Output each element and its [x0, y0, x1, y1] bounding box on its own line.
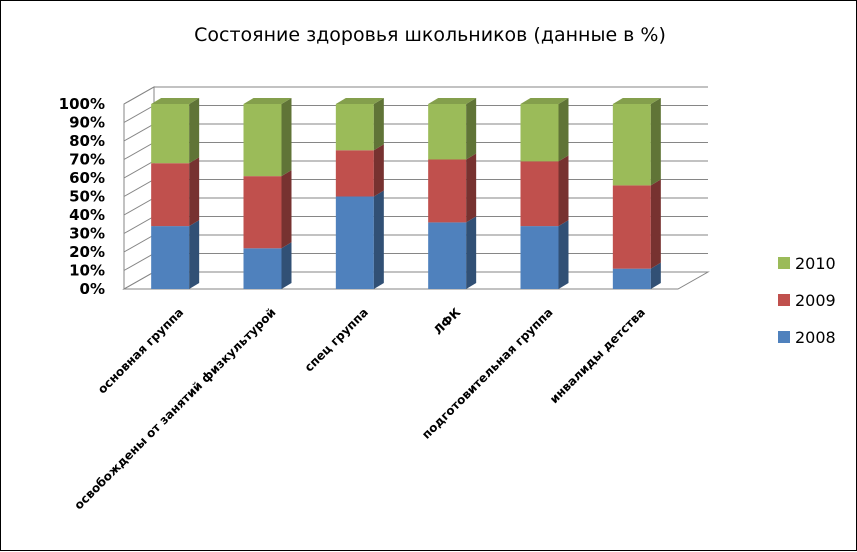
bar-side	[373, 98, 384, 151]
legend-swatch	[778, 294, 790, 306]
bar-side	[189, 98, 200, 164]
bar-segment	[428, 98, 477, 160]
bar-segment	[335, 190, 384, 289]
bar-top	[520, 98, 569, 104]
bar-segment	[335, 144, 384, 197]
y-tick-label: 20%	[69, 243, 105, 261]
y-tick-label: 50%	[69, 188, 105, 206]
bar-front	[335, 150, 374, 197]
bar-segment	[151, 98, 200, 164]
bar-front	[612, 268, 651, 289]
y-tick-label: 70%	[69, 151, 105, 169]
bar-side	[189, 157, 200, 227]
bar-segment	[612, 262, 661, 289]
bar-front	[428, 159, 467, 223]
bar-side	[281, 242, 292, 289]
bar-front	[151, 226, 190, 289]
bar-segment	[243, 98, 292, 177]
bar-front	[612, 185, 651, 269]
bar-segment	[243, 170, 292, 249]
category-label: основная группа	[95, 305, 186, 396]
category-label: ЛФК	[431, 305, 463, 337]
y-tick-label: 30%	[69, 225, 105, 243]
bar-top	[428, 98, 477, 104]
bar-front	[520, 161, 559, 227]
bar-side	[650, 98, 661, 186]
bar-segment	[612, 179, 661, 269]
bar-front	[520, 104, 559, 162]
bar-segment	[612, 98, 661, 186]
legend-item: 2008	[778, 328, 836, 347]
bar-side	[558, 220, 569, 289]
bar-segment	[520, 220, 569, 289]
bar-segment	[243, 242, 292, 289]
bar-side	[466, 98, 477, 160]
bar-side	[189, 220, 200, 289]
bar-side	[466, 216, 477, 289]
bar-front	[428, 104, 467, 160]
bar-top	[243, 98, 292, 104]
bar-side	[281, 98, 292, 177]
floor	[122, 271, 710, 290]
y-tick-label: 60%	[69, 169, 105, 187]
bar-front	[243, 176, 282, 249]
legend-item: 2009	[778, 291, 836, 310]
legend-label: 2010	[795, 254, 836, 273]
bar-side	[650, 262, 661, 289]
bar-segment	[428, 216, 477, 289]
bar-top	[151, 98, 200, 104]
bar-side	[281, 170, 292, 249]
legend-label: 2009	[795, 291, 836, 310]
y-tick-label: 100%	[59, 95, 105, 113]
bar-side	[466, 153, 477, 223]
legend: 2010 2009 2008	[778, 254, 836, 347]
bar-front	[428, 222, 467, 289]
bar-side	[373, 144, 384, 197]
legend-label: 2008	[795, 328, 836, 347]
bar-side	[558, 98, 569, 162]
legend-item: 2010	[778, 254, 836, 273]
bar-top	[335, 98, 384, 104]
bar-segment	[151, 157, 200, 227]
bar-top	[612, 98, 661, 104]
bar-side	[558, 155, 569, 227]
bar-front	[243, 248, 282, 289]
bar-segment	[151, 220, 200, 289]
bars	[151, 98, 661, 289]
y-tick-label: 80%	[69, 132, 105, 150]
gridline	[123, 86, 708, 105]
bar-front	[151, 104, 190, 164]
category-label: освобождены от занятий физкультурой	[71, 305, 278, 512]
category-label: спец группа	[302, 305, 371, 374]
bar-front	[151, 163, 190, 227]
y-tick-label: 10%	[69, 262, 105, 280]
bar-segment	[520, 155, 569, 227]
bar-front	[612, 104, 651, 186]
category-label: инвалиды детства	[547, 305, 648, 406]
y-axis-ticks: 0%10%20%30%40%50%60%70%80%90%100%	[59, 95, 105, 298]
y-tick-label: 90%	[69, 114, 105, 132]
bar-front	[243, 104, 282, 177]
bar-segment	[428, 153, 477, 223]
bar-front	[520, 226, 559, 289]
y-tick-label: 0%	[80, 280, 105, 298]
legend-swatch	[778, 257, 790, 269]
bar-segment	[520, 98, 569, 162]
bar-front	[335, 196, 374, 289]
chart-title: Состояние здоровья школьников (данные в …	[194, 24, 666, 46]
legend-swatch	[778, 331, 790, 343]
bar-side	[373, 190, 384, 289]
bar-segment	[335, 98, 384, 151]
bar-front	[335, 104, 374, 151]
bar-side	[650, 179, 661, 269]
y-tick-label: 40%	[69, 206, 105, 224]
